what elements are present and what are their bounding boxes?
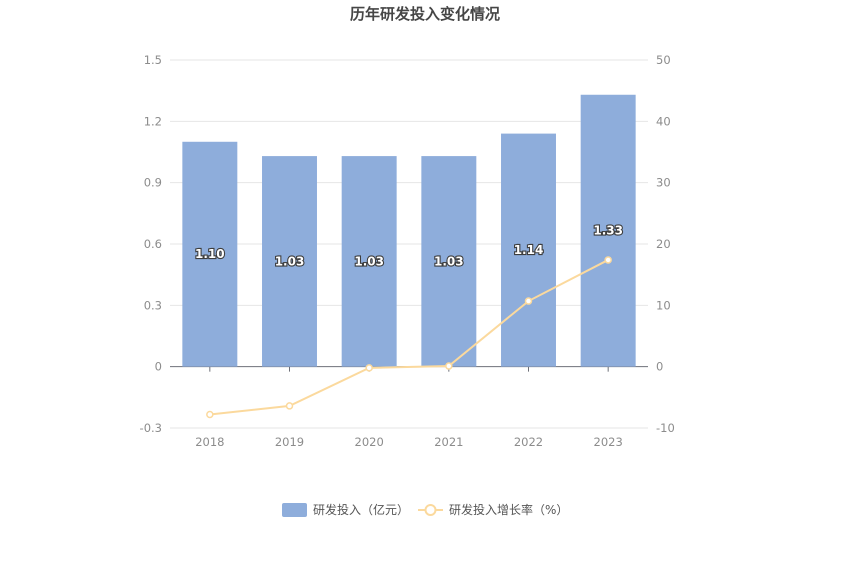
line-path: [209, 259, 609, 416]
legend-line-marker: [424, 504, 437, 516]
legend[interactable]: 研发投入（亿元） 研发投入增长率（%）: [282, 502, 568, 517]
y-left-tick-label: 0.6: [144, 237, 162, 251]
bar-labels: 1.10 1.03 1.03 1.03 1.14 1.33: [194, 223, 624, 270]
y-right-tick-label: 40: [656, 114, 671, 128]
y-right-tick-label: 50: [656, 53, 671, 67]
bar-data-label: 1.33: [593, 224, 623, 238]
y-left-tick-label: 0.3: [144, 298, 162, 312]
y-left-tick-label: 1.2: [144, 114, 162, 128]
legend-line-label: 研发投入增长率（%）: [449, 502, 568, 517]
y-left-tick-label: 1.5: [144, 53, 162, 67]
bar-data-label: 1.03: [354, 254, 384, 268]
y-right-tick-label: 20: [656, 237, 671, 251]
axes: -0.3 0 0.3 0.6 0.9 1.2 1.5 -10 0 10 20 30 40 50 2018 20…: [140, 53, 675, 449]
y-left-tick-label: -0.3: [140, 421, 162, 435]
bar: [421, 156, 477, 367]
bar: [182, 141, 238, 367]
line-point: [604, 256, 612, 264]
x-tick-label: 2023: [594, 435, 623, 449]
bar: [262, 156, 317, 367]
bar: [501, 133, 556, 367]
line-point: [524, 297, 533, 305]
line-point: [206, 410, 214, 419]
bar-data-label: 1.14: [514, 243, 544, 257]
bar-series: [182, 94, 636, 367]
bar: [580, 94, 636, 367]
x-tick-label: 2020: [355, 435, 384, 449]
legend-bar-label: 研发投入（亿元）: [313, 502, 409, 517]
bar: [341, 156, 397, 367]
legend-bar-swatch: [282, 503, 307, 517]
grid: [170, 59, 648, 429]
y-right-tick-label: 30: [656, 176, 671, 190]
y-right-tick-label: -10: [656, 421, 675, 435]
x-tick-label: 2021: [434, 435, 463, 449]
chart-title: 历年研发投入变化情况: [350, 5, 500, 23]
bar-data-label: 1.03: [275, 254, 305, 268]
y-right-tick-label: 0: [656, 360, 663, 374]
line-series: [206, 256, 612, 419]
legend-item-line[interactable]: 研发投入增长率（%）: [418, 502, 568, 517]
bar-data-label: 1.10: [195, 247, 225, 261]
bar-data-label: 1.03: [434, 254, 464, 268]
line-point: [285, 402, 294, 410]
y-right-tick-label: 10: [656, 298, 671, 312]
x-tick-label: 2018: [195, 435, 224, 449]
y-left-tick-label: 0.9: [144, 176, 162, 190]
line-point: [365, 364, 373, 372]
x-tick-label: 2019: [275, 435, 304, 449]
legend-item-bar[interactable]: 研发投入（亿元）: [282, 502, 409, 517]
line-point: [445, 362, 453, 370]
y-left-tick-label: 0: [155, 360, 162, 374]
x-tick-label: 2022: [514, 435, 543, 449]
